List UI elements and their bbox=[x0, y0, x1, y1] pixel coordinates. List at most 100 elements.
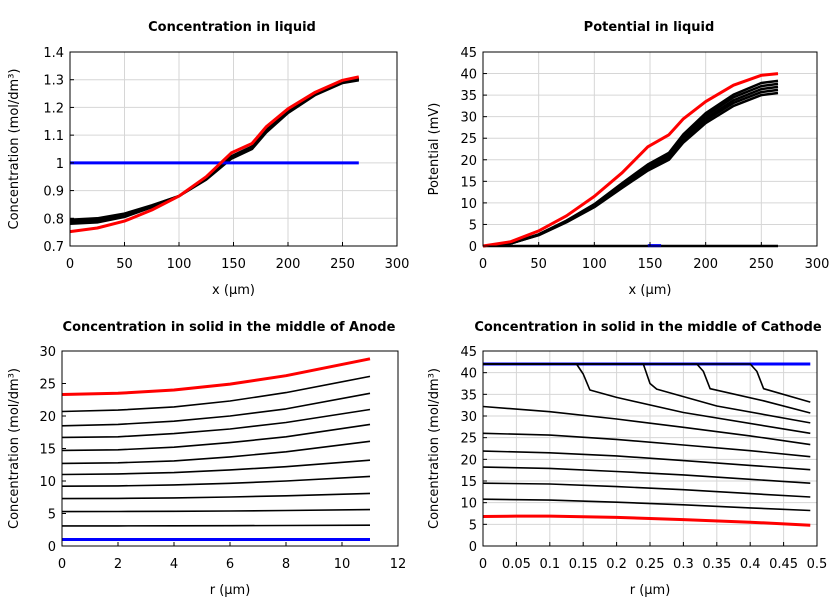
x-tick-label: 0.25 bbox=[636, 557, 665, 572]
series-line bbox=[482, 432, 811, 458]
y-tick-label: 10 bbox=[39, 475, 56, 490]
y-tick-label: 0 bbox=[469, 240, 477, 255]
series-line bbox=[483, 363, 811, 403]
x-tick-label: 0 bbox=[58, 557, 66, 572]
x-tick-label: 100 bbox=[582, 257, 607, 272]
y-tick-label: 30 bbox=[460, 410, 477, 425]
x-tick-label: 200 bbox=[693, 257, 718, 272]
series-line bbox=[69, 79, 360, 226]
series-line bbox=[69, 77, 360, 223]
y-tick-label: 30 bbox=[460, 111, 477, 126]
series-line bbox=[483, 363, 811, 435]
subplot-1: 0 50 100 150 200 250 300 0.7 0.8 0.9 1 1.1 1.2 1.3 1.4… bbox=[7, 20, 409, 298]
x-axis-label: x (µm) bbox=[212, 283, 255, 298]
y-tick-label: 25 bbox=[39, 378, 56, 393]
x-axis-label: r (µm) bbox=[630, 583, 671, 598]
series-line bbox=[61, 357, 371, 396]
series-line bbox=[69, 76, 359, 221]
y-tick-label: 0.8 bbox=[43, 212, 64, 227]
x-tick-label: 0.1 bbox=[539, 557, 560, 572]
series-line bbox=[69, 78, 360, 224]
series-line bbox=[61, 392, 371, 427]
chart-title: Concentration in solid in the middle of … bbox=[63, 320, 396, 335]
x-tick-label: 0 bbox=[479, 557, 487, 572]
x-tick-label: 0.15 bbox=[569, 557, 598, 572]
x-tick-label: 300 bbox=[385, 257, 410, 272]
y-tick-label: 0.7 bbox=[43, 240, 64, 255]
y-tick-label: 40 bbox=[460, 367, 477, 382]
y-axis-label: Concentration (mol/dm³) bbox=[427, 368, 442, 529]
series-line bbox=[62, 524, 371, 527]
y-axis-label: Concentration (mol/dm³) bbox=[7, 69, 22, 230]
y-tick-label: 10 bbox=[460, 497, 477, 512]
x-tick-label: 8 bbox=[282, 557, 290, 572]
subplot-4: 0 0.05 0.1 0.15 0.2 0.25 0.3 0.35 0.4 0.45 0.5 0 5 10… bbox=[427, 320, 827, 598]
y-tick-label: 10 bbox=[460, 197, 477, 212]
series-line bbox=[482, 72, 779, 248]
series-line bbox=[482, 85, 779, 248]
y-tick-label: 20 bbox=[460, 453, 477, 468]
x-tick-label: 200 bbox=[276, 257, 301, 272]
x-tick-label: 4 bbox=[170, 557, 178, 572]
y-tick-label: 15 bbox=[460, 175, 477, 190]
chart-title: Concentration in liquid bbox=[148, 20, 316, 35]
x-tick-label: 0.3 bbox=[673, 557, 694, 572]
x-tick-label: 0.05 bbox=[502, 557, 531, 572]
x-tick-label: 0.5 bbox=[807, 557, 828, 572]
series-line bbox=[482, 405, 811, 446]
chart-title: Potential in liquid bbox=[584, 20, 715, 35]
y-tick-label: 35 bbox=[460, 388, 477, 403]
x-tick-label: 2 bbox=[114, 557, 122, 572]
x-axis-label: r (µm) bbox=[210, 583, 251, 598]
series-line bbox=[61, 408, 371, 439]
y-tick-label: 1 bbox=[56, 157, 64, 172]
x-tick-label: 10 bbox=[334, 557, 351, 572]
x-tick-label: 0.4 bbox=[740, 557, 761, 572]
x-tick-label: 250 bbox=[749, 257, 774, 272]
series-line bbox=[482, 514, 811, 527]
series-line bbox=[61, 459, 371, 476]
y-tick-label: 45 bbox=[460, 345, 477, 360]
x-tick-label: 0.35 bbox=[702, 557, 731, 572]
x-tick-label: 50 bbox=[530, 257, 547, 272]
series-line bbox=[482, 498, 811, 512]
series-line bbox=[61, 440, 371, 465]
series-line bbox=[61, 508, 371, 513]
y-tick-label: 0.9 bbox=[43, 185, 64, 200]
y-tick-label: 15 bbox=[39, 443, 56, 458]
y-tick-label: 0 bbox=[469, 540, 477, 555]
series-line bbox=[61, 475, 371, 488]
chart-title: Concentration in solid in the middle of … bbox=[474, 320, 822, 335]
x-tick-label: 150 bbox=[638, 257, 663, 272]
x-tick-label: 0 bbox=[66, 257, 74, 272]
series-line bbox=[482, 466, 811, 484]
x-tick-label: 0.2 bbox=[606, 557, 627, 572]
series-line bbox=[61, 492, 371, 500]
x-axis-label: x (µm) bbox=[629, 283, 672, 298]
series-line bbox=[482, 79, 779, 248]
y-tick-label: 20 bbox=[39, 410, 56, 425]
series-line bbox=[483, 363, 811, 414]
y-tick-label: 25 bbox=[460, 432, 477, 447]
y-tick-label: 45 bbox=[460, 46, 477, 61]
series-line bbox=[482, 450, 811, 471]
x-tick-label: 300 bbox=[805, 257, 830, 272]
x-tick-label: 0 bbox=[479, 257, 487, 272]
y-tick-label: 5 bbox=[48, 508, 56, 523]
y-tick-label: 20 bbox=[460, 154, 477, 169]
series-line bbox=[69, 75, 360, 234]
x-tick-label: 100 bbox=[167, 257, 192, 272]
y-tick-label: 0 bbox=[48, 540, 56, 555]
y-tick-label: 1.3 bbox=[43, 74, 64, 89]
y-tick-label: 40 bbox=[460, 68, 477, 83]
x-tick-label: 0.45 bbox=[769, 557, 798, 572]
y-tick-label: 5 bbox=[469, 518, 477, 533]
x-tick-label: 50 bbox=[116, 257, 133, 272]
subplot-3: 0 2 4 6 8 10 12 0 5 10 15 20 25 30 Concentration in so… bbox=[7, 320, 406, 598]
y-tick-label: 25 bbox=[460, 132, 477, 147]
y-axis-label: Potential (mV) bbox=[427, 103, 442, 196]
y-axis-label: Concentration (mol/dm³) bbox=[7, 368, 22, 529]
y-tick-label: 35 bbox=[460, 89, 477, 104]
series-line bbox=[61, 423, 371, 452]
